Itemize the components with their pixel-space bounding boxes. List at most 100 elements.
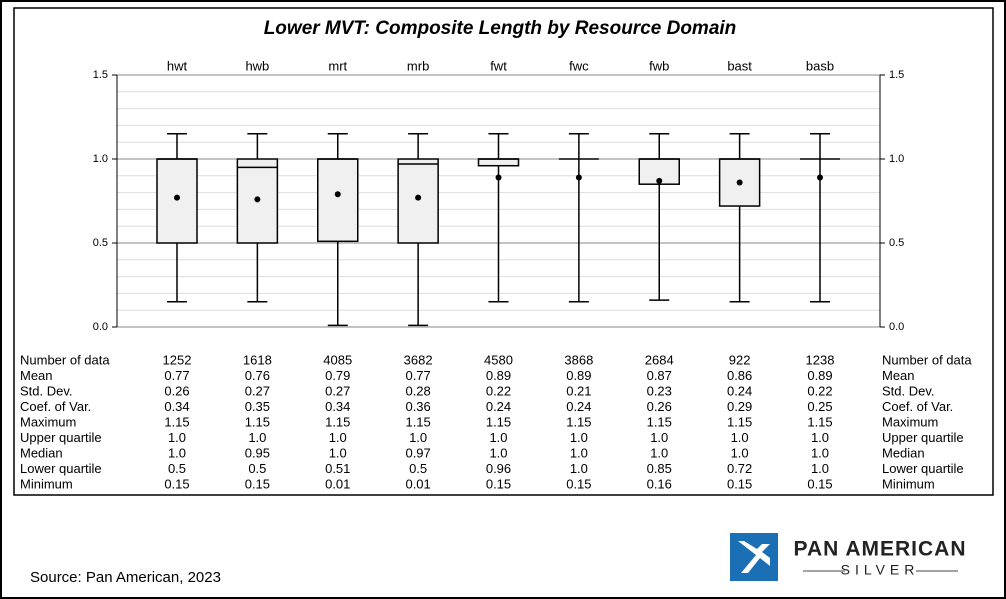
table-value: 0.26 bbox=[647, 399, 672, 414]
mean-marker bbox=[495, 174, 502, 181]
table-value: 0.89 bbox=[486, 368, 511, 383]
mean-marker bbox=[254, 196, 261, 203]
x-tick-label: basb bbox=[806, 58, 834, 73]
row-label-right: Std. Dev. bbox=[882, 383, 935, 398]
table-value: 0.16 bbox=[647, 476, 672, 491]
box bbox=[156, 158, 198, 244]
table-value: 0.89 bbox=[566, 368, 591, 383]
table-value: 0.51 bbox=[325, 461, 350, 476]
table-value: 0.79 bbox=[325, 368, 350, 383]
x-tick-label: mrt bbox=[328, 58, 347, 73]
table-value: 0.28 bbox=[405, 383, 430, 398]
mean-marker bbox=[174, 194, 180, 201]
source: Source: Pan American, 2023 bbox=[30, 569, 221, 586]
table-value: 1.15 bbox=[164, 414, 189, 429]
box bbox=[477, 158, 520, 167]
logo-icon bbox=[738, 541, 770, 573]
table-value: 0.27 bbox=[325, 383, 350, 398]
table-value: 0.24 bbox=[486, 399, 511, 414]
table-value: 4580 bbox=[484, 352, 513, 367]
table-value: 0.24 bbox=[566, 399, 591, 414]
table-value: 0.23 bbox=[647, 383, 672, 398]
row-label-right: Number of data bbox=[882, 352, 972, 367]
mean-marker bbox=[334, 191, 341, 198]
table-value: 0.15 bbox=[566, 476, 591, 491]
y2-tick-label: 1.0 bbox=[889, 153, 904, 165]
table-value: 0.5 bbox=[409, 461, 427, 476]
table-value: 0.35 bbox=[245, 399, 270, 414]
row-label-right: Median bbox=[882, 445, 925, 460]
row-label: Std. Dev. bbox=[20, 383, 73, 398]
table-value: 1.15 bbox=[486, 414, 511, 429]
table-value: 1.0 bbox=[570, 445, 588, 460]
row-label-right: Upper quartile bbox=[882, 430, 964, 445]
table-value: 0.5 bbox=[248, 461, 266, 476]
table-value: 1.15 bbox=[405, 414, 430, 429]
table-value: 0.77 bbox=[164, 368, 189, 383]
table-value: 0.15 bbox=[807, 476, 832, 491]
x-tick-label: hwt bbox=[167, 58, 188, 73]
table-value: 0.22 bbox=[807, 383, 832, 398]
table-value: 922 bbox=[729, 352, 751, 367]
table-value: 1.15 bbox=[647, 414, 672, 429]
table-value: 1.15 bbox=[727, 414, 752, 429]
table-value: 3682 bbox=[404, 352, 433, 367]
table-value: 1.15 bbox=[566, 414, 591, 429]
y2-tick-label: 0.0 bbox=[889, 321, 904, 333]
table-value: 0.72 bbox=[727, 461, 752, 476]
row-label-right: Coef. of Var. bbox=[882, 399, 953, 414]
table-value: 0.24 bbox=[727, 383, 752, 398]
row-label: Coef. of Var. bbox=[20, 399, 91, 414]
x-tick-label: fwc bbox=[569, 58, 589, 73]
table-value: 0.15 bbox=[486, 476, 511, 491]
x-tick-label: hwb bbox=[245, 58, 269, 73]
table-value: 1.0 bbox=[731, 445, 749, 460]
table-value: 1.0 bbox=[248, 430, 266, 445]
table-value: 0.77 bbox=[405, 368, 430, 383]
table-value: 0.34 bbox=[164, 399, 189, 414]
logo: PAN AMERICAN SILVER bbox=[730, 533, 967, 581]
table-value: 1.0 bbox=[731, 430, 749, 445]
y-tick-label: 0.5 bbox=[93, 237, 108, 249]
table-value: 1.15 bbox=[245, 414, 270, 429]
table-value: 0.15 bbox=[245, 476, 270, 491]
table-value: 1.15 bbox=[325, 414, 350, 429]
box bbox=[397, 158, 439, 244]
table-value: 0.97 bbox=[405, 445, 430, 460]
logo-name: PAN AMERICAN bbox=[794, 538, 967, 561]
table-value: 1.0 bbox=[570, 461, 588, 476]
table-value: 0.01 bbox=[325, 476, 350, 491]
table-value: 0.15 bbox=[164, 476, 189, 491]
x-tick-label: fwb bbox=[649, 58, 669, 73]
row-label-right: Maximum bbox=[882, 414, 938, 429]
table-value: 1.0 bbox=[811, 461, 829, 476]
table-value: 0.22 bbox=[486, 383, 511, 398]
table-value: 1.15 bbox=[807, 414, 832, 429]
table-value: 0.87 bbox=[647, 368, 672, 383]
table-value: 0.95 bbox=[245, 445, 270, 460]
table-value: 0.34 bbox=[325, 399, 350, 414]
table-value: 3868 bbox=[564, 352, 593, 367]
y2-tick-label: 0.5 bbox=[889, 237, 904, 249]
y-tick-label: 1.0 bbox=[93, 153, 108, 165]
table-value: 1.0 bbox=[811, 430, 829, 445]
logo-sub: SILVER bbox=[841, 562, 920, 578]
x-tick-label: mrb bbox=[407, 58, 429, 73]
row-label: Upper quartile bbox=[20, 430, 102, 445]
table-value: 0.01 bbox=[405, 476, 430, 491]
table-value: 0.5 bbox=[168, 461, 186, 476]
table-value: 0.21 bbox=[566, 383, 591, 398]
row-label-right: Mean bbox=[882, 368, 915, 383]
mean-marker bbox=[656, 177, 663, 184]
chart-title: Lower MVT: Composite Length by Resource … bbox=[264, 18, 737, 39]
table-value: 0.15 bbox=[727, 476, 752, 491]
table-value: 0.25 bbox=[807, 399, 832, 414]
table-value: 1.0 bbox=[329, 445, 347, 460]
table-value: 1.0 bbox=[168, 430, 186, 445]
mean-marker bbox=[736, 179, 743, 186]
mean-marker bbox=[817, 174, 823, 181]
row-label-right: Minimum bbox=[882, 476, 935, 491]
table-value: 0.86 bbox=[727, 368, 752, 383]
table-value: 1.0 bbox=[489, 445, 507, 460]
